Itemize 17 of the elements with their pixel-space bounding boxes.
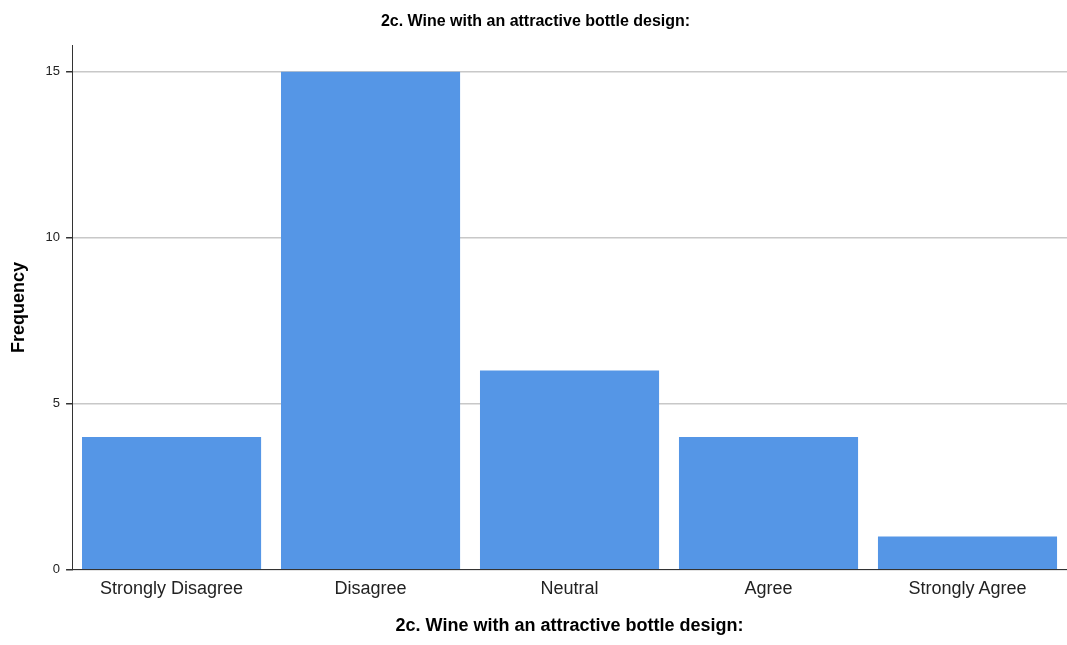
y-tick-label: 5 [52,395,61,411]
bar [678,436,859,570]
x-tick-label: Strongly Disagree [100,577,244,598]
y-tick-label: 15 [45,63,61,79]
x-tick-label: Strongly Agree [908,577,1027,598]
bar [281,71,461,570]
x-axis-title: 2c. Wine with an attractive bottle design: [395,615,744,636]
bar [82,436,262,570]
bar [479,370,660,570]
bar [877,536,1058,570]
x-tick-label: Agree [744,577,793,598]
y-axis-title: Frequency [7,261,28,354]
y-tick-label: 10 [45,229,61,245]
y-tick-label: 0 [52,561,61,577]
chart-title: 2c. Wine with an attractive bottle design: [380,12,691,30]
x-tick-label: Disagree [334,577,407,598]
x-tick-label: Neutral [540,577,599,598]
